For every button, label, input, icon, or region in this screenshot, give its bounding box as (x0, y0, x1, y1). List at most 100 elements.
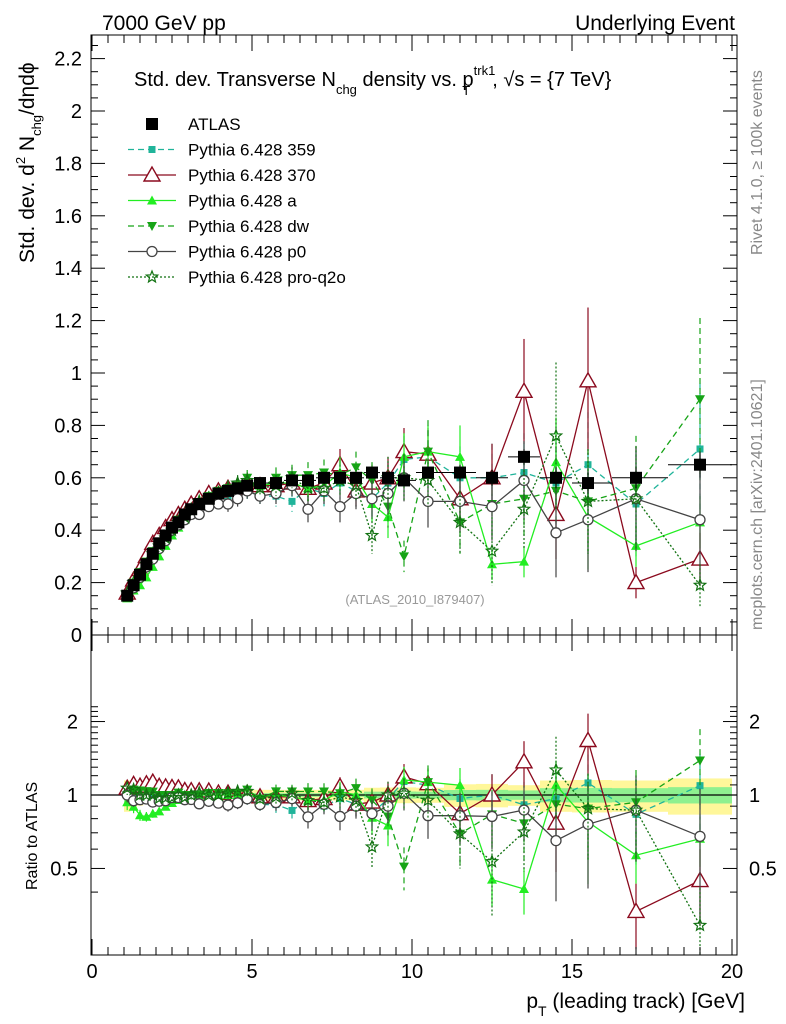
y-tick-label: 0.2 (54, 573, 82, 595)
atlas-point (127, 579, 140, 592)
ratio-point (396, 785, 412, 800)
ratio-line (126, 759, 701, 869)
ratio-point (335, 789, 345, 799)
y-tick-label: 1.2 (54, 311, 82, 333)
analysis-watermark: (ATLAS_2010_I879407) (345, 592, 484, 607)
ratio-point (319, 787, 329, 797)
data-point (626, 573, 646, 590)
data-point (694, 514, 706, 526)
ratio-point (695, 756, 705, 766)
legend-label: Pythia 6.428 370 (188, 166, 316, 185)
x-tick-label: 15 (561, 961, 583, 983)
ratio-point (452, 826, 468, 840)
ylabel-part-b: N (16, 136, 39, 157)
series-line (126, 450, 701, 599)
data-point (231, 493, 244, 505)
ratio-ylabel: Ratio to ATLAS (24, 782, 41, 890)
atlas-point (231, 482, 244, 495)
atlas-point (146, 547, 159, 560)
y-tick-label: 0.6 (54, 468, 82, 490)
legend-marker (142, 165, 162, 182)
x-tick-label: 20 (721, 961, 743, 983)
ratio-point (222, 799, 234, 811)
data-point (487, 559, 497, 569)
atlas-point (193, 498, 206, 510)
ratio-data (117, 713, 710, 955)
atlas-point (254, 477, 266, 490)
ratio-point (288, 806, 296, 814)
data-point (366, 493, 378, 505)
ratio-point (300, 792, 316, 807)
ylabel-sup: 2 (13, 157, 28, 164)
ratio-point (399, 862, 409, 872)
ratio-point (147, 808, 158, 818)
atlas-point (486, 471, 498, 484)
ratio-tick-label-right: 1 (749, 785, 760, 807)
data-point (580, 493, 596, 508)
x-ticks: 0 5 10 15 20 (86, 35, 743, 983)
atlas-point (318, 471, 330, 484)
title-part-c: , √s = {7 TeV} (492, 69, 611, 91)
ratio-point (154, 806, 165, 816)
legend-label: Pythia 6.428 359 (188, 141, 316, 160)
atlas-point (366, 466, 378, 479)
x-tick-label: 10 (401, 961, 423, 983)
ratio-tick-label: 2 (67, 712, 78, 734)
ratio-point (191, 785, 207, 800)
rivet-label: Rivet 4.1.0, ≥ 100k events (749, 70, 766, 255)
y-tick-label: 2 (71, 101, 82, 123)
ratio-point (284, 785, 300, 800)
data-point (364, 527, 380, 542)
ylabel-part-a: Std. dev. d (16, 164, 39, 263)
title-part-a: Std. dev. Transverse N (134, 69, 336, 91)
data-point (582, 514, 594, 526)
data-point (695, 395, 705, 405)
data-point (455, 451, 465, 461)
xlabel-part-b: (leading track) [GeV] (547, 990, 745, 1013)
x-tick-label: 0 (86, 961, 97, 983)
title-sub-a: chg (336, 82, 357, 97)
ratio-point (242, 785, 253, 795)
data-point (519, 556, 529, 566)
atlas-point (582, 477, 594, 490)
data-point (399, 552, 409, 562)
atlas-point (422, 466, 434, 479)
ratio-point (518, 804, 530, 816)
data-point (423, 447, 433, 457)
ratio-point (332, 789, 348, 803)
xlabel-part-a: p (526, 990, 538, 1013)
series-4 (122, 317, 705, 601)
atlas-point (630, 471, 642, 484)
ratio-point (239, 783, 255, 798)
data-point (692, 577, 708, 592)
data-point (334, 500, 346, 513)
ratio-y-ticks: 0.5 0.5 1 1 2 2 (50, 706, 777, 893)
y-tick-label: 1.6 (54, 206, 82, 228)
ratio-point (366, 807, 378, 820)
ratio-point (486, 810, 498, 823)
ratio-tick-label: 1 (67, 785, 78, 807)
ratio-point (141, 811, 152, 821)
series-atlas (121, 448, 732, 602)
ratio-point (119, 780, 135, 795)
data-point (550, 527, 562, 539)
series-6 (119, 362, 708, 607)
ratio-point (364, 839, 380, 854)
legend-marker (144, 269, 160, 284)
series-line (126, 434, 701, 594)
ratio-point (193, 798, 205, 810)
ratio-point (220, 785, 236, 800)
mcplots-label: mcplots.cern.ch [arXiv:2401.10621] (749, 379, 766, 630)
data-point (288, 497, 296, 505)
ratio-point (135, 810, 145, 820)
atlas-point (178, 508, 191, 521)
ratio-point (145, 787, 161, 802)
ratio-series-6 (119, 736, 708, 955)
data-point (316, 480, 332, 495)
header-right: Underlying Event (575, 12, 735, 35)
atlas-point (454, 466, 466, 479)
ratio-point (455, 780, 465, 790)
ratio-point (551, 779, 561, 789)
series-line (126, 448, 701, 597)
x-tick-label: 5 (246, 961, 257, 983)
